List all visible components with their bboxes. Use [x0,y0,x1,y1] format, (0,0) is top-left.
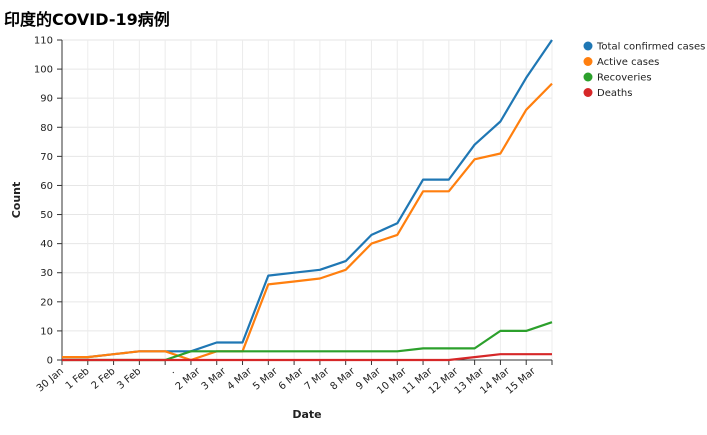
x-tick-label: 1 Feb [64,366,92,392]
y-tick-label: 0 [47,356,53,367]
series-line-active-cases [62,82,553,362]
legend-swatch [583,72,593,82]
y-tick-label: 80 [40,123,53,134]
y-tick-label: 60 [40,181,53,192]
y-tick-label: 20 [40,297,53,308]
x-tick-label: 4 Mar [225,365,255,392]
x-axis-label: Date [292,408,321,421]
x-tick-label: 8 Mar [329,365,359,392]
legend-swatch [583,88,593,97]
y-tick-label: 30 [40,268,53,279]
y-tick-label: 70 [40,152,53,163]
grid [61,39,553,361]
legend-swatch [583,41,593,51]
x-tick-label: 2 Feb [90,366,118,392]
x-tick-label: 3 Feb [115,366,143,392]
chart-title: 印度的COVID-19病例 [4,10,170,29]
legend: Total confirmed cases Active cases Recover… [583,41,705,99]
x-tick-label: 15 Mar [504,365,538,396]
legend-label: Deaths [597,88,632,99]
series-line-deaths [62,353,552,362]
x-tick-label: 7 Mar [303,365,333,392]
legend-label: Active cases [597,57,659,68]
x-tick-label: . [167,366,177,376]
y-tick-label: 10 [40,326,53,337]
x-tick-label: 3 Mar [200,365,230,392]
x-tick-label: 2 Mar [174,365,204,392]
y-tick-label: 100 [34,65,53,76]
series-line-total-confirmed-cases [62,39,553,359]
y-axis-label: Count [10,182,23,219]
y-tick-label: 40 [40,239,53,250]
y-tick-label: 90 [40,94,53,105]
y-tick-label: 50 [40,210,53,221]
x-tick-label: 6 Mar [277,365,307,392]
legend-label: Recoveries [597,73,652,84]
x-tick-label: 5 Mar [251,365,281,392]
legend-label: Total confirmed cases [596,42,705,53]
legend-swatch [583,57,593,66]
series-lines [62,39,553,362]
x-tick-label: 30 Jan [35,366,66,395]
y-tick-label: 110 [34,36,53,47]
series-line-recoveries [62,321,553,362]
